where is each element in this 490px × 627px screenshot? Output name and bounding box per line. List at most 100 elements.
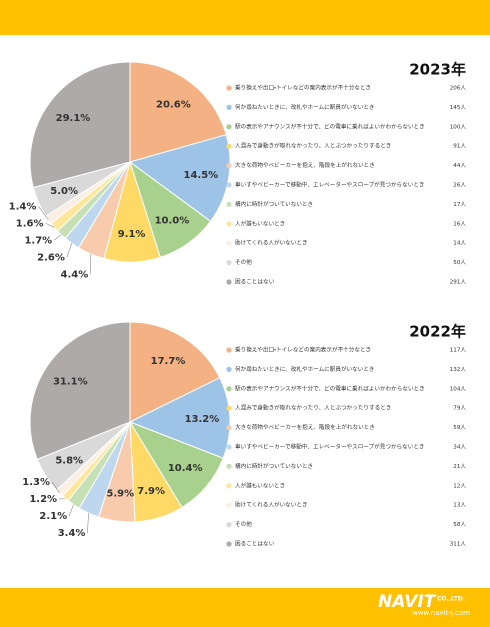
slice-label: 2.6%	[37, 252, 65, 263]
legend-count: 79人	[453, 406, 466, 412]
slice-label: 13.2%	[185, 414, 220, 425]
legend-swatch	[226, 502, 232, 508]
legend-swatch	[226, 444, 232, 450]
pie-slice	[128, 377, 231, 459]
legend-label: 人が誰もいないとき	[235, 219, 285, 227]
leader-line	[38, 206, 49, 220]
slice-label: 9.1%	[118, 229, 146, 240]
legend-swatch	[226, 522, 232, 528]
legend-count: 21人	[453, 464, 466, 470]
legend-swatch	[226, 279, 232, 285]
legend-count: 117人	[450, 348, 467, 354]
leader-line	[54, 234, 62, 241]
legend-count: 100人	[450, 124, 467, 130]
legend-label: 駅の表示やアナウンスが不十分で、どの電車に乗ればよいかわからないとき	[235, 122, 425, 130]
top-bar	[0, 0, 490, 35]
url: www.navit-j.com	[412, 609, 470, 617]
legend-swatch	[226, 347, 232, 353]
legend-count: 145人	[450, 105, 467, 111]
legend-count: 291人	[450, 280, 467, 286]
legend-count: 44人	[453, 163, 466, 169]
legend-count: 17人	[453, 202, 466, 208]
slice-label: 10.0%	[155, 216, 190, 227]
legend-label: 構内に時計がついていないとき	[235, 462, 313, 470]
legend-label: 駅の表示やアナウンスが不十分で、どの電車に乗ればよいかわからないとき	[235, 384, 425, 392]
legend-swatch	[226, 85, 232, 91]
legend-count: 58人	[453, 522, 466, 528]
leader-line	[45, 222, 55, 228]
leader-line	[59, 497, 66, 500]
slice-label: 29.1%	[56, 113, 91, 124]
chart-title: 2022年	[409, 323, 466, 341]
legend-label: 人混みで身動きが取れなかったり、人とぶつかったりするとき	[235, 142, 391, 150]
pie-slice	[129, 61, 227, 163]
legend-label: 構内に時計がついていないとき	[235, 200, 313, 208]
slice-label: 1.4%	[9, 201, 37, 212]
legend-label: その他	[235, 520, 252, 528]
bottom-bar	[0, 588, 490, 627]
slice-label: 3.4%	[58, 528, 86, 539]
legend-swatch	[226, 201, 232, 207]
legend-swatch	[226, 240, 232, 246]
chart-title: 2023年	[409, 61, 466, 79]
legend-count: 34人	[453, 445, 466, 451]
legend-count: 50人	[453, 260, 466, 266]
legend-swatch	[226, 260, 232, 266]
leader-line	[89, 254, 92, 275]
legend-label: 大きな荷物やベビーカーを抱え、階段を上がれないとき	[235, 423, 375, 431]
legend-label: 困ることはない	[235, 541, 275, 548]
legend-label: 助けてくれる人がいないとき	[235, 501, 308, 509]
logo: NAVIT	[378, 592, 437, 612]
slice-label: 17.7%	[151, 356, 186, 367]
company: CO.,LTD.	[437, 596, 465, 603]
legend-label: 困ることはない	[235, 279, 275, 286]
legend-count: 132人	[450, 367, 467, 373]
slice-label: 5.9%	[106, 488, 134, 499]
legend-swatch	[226, 143, 232, 149]
legend-label: 車いすやベビーカーで移動中、エレベーターやスロープが見つからないとき	[235, 443, 425, 451]
legend-label: その他	[235, 258, 252, 266]
legend-swatch	[226, 163, 232, 169]
slice-label: 1.6%	[16, 218, 44, 229]
legend-swatch	[226, 182, 232, 188]
legend-swatch	[226, 124, 232, 130]
legend-count: 12人	[453, 483, 466, 489]
pie-slice	[29, 61, 131, 189]
legend-swatch	[226, 366, 232, 372]
slice-label: 1.7%	[24, 235, 52, 246]
slice-label: 4.4%	[61, 269, 89, 280]
legend-swatch	[226, 425, 232, 431]
slice-label: 1.3%	[22, 477, 50, 488]
legend-count: 91人	[453, 144, 466, 150]
slice-label: 5.0%	[50, 186, 78, 197]
leader-line	[66, 243, 73, 258]
slice-label: 5.8%	[55, 456, 83, 467]
legend-count: 311人	[450, 542, 467, 548]
legend-swatch	[226, 483, 232, 489]
pie-slice	[29, 321, 131, 461]
legend-label: 車いすやベビーカーで移動中、エレベーターやスロープが見つからないとき	[235, 181, 425, 189]
pie-slice	[128, 134, 231, 222]
slice-label: 31.1%	[53, 377, 88, 388]
legend-label: 乗り換えや出口・トイレなどの案内表示が不十分なとき	[235, 346, 371, 354]
legend-label: 大きな荷物やベビーカーを抱え、階段を上がれないとき	[235, 161, 375, 169]
legend-label: 人混みで身動きが取れなかったり、人とぶつかったりするとき	[235, 404, 391, 412]
legend-label: 助けてくれる人がいないとき	[235, 239, 308, 247]
leader-line	[51, 481, 60, 494]
legend-label: 人が誰もいないとき	[235, 481, 285, 489]
legend-count: 14人	[453, 241, 466, 247]
slice-label: 2.1%	[39, 511, 67, 522]
legend-swatch	[226, 386, 232, 392]
legend-count: 16人	[453, 221, 466, 227]
slice-label: 7.9%	[137, 486, 165, 497]
legend-count: 104人	[450, 386, 467, 392]
leader-line	[87, 512, 89, 534]
legend-count: 13人	[453, 503, 466, 509]
legend-count: 59人	[453, 425, 466, 431]
legend-count: 206人	[450, 86, 467, 92]
legend-label: 乗り換えや出口・トイレなどの案内表示が不十分なとき	[235, 84, 371, 92]
slice-label: 1.2%	[29, 494, 57, 505]
legend-count: 26人	[453, 183, 466, 189]
legend-swatch	[226, 541, 232, 547]
